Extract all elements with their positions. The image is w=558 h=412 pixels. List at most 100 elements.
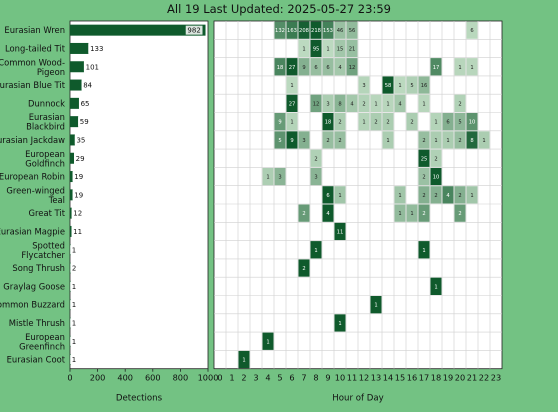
heat-cell-value-15-13: 1 bbox=[374, 303, 377, 309]
heat-cell-7-17 bbox=[418, 149, 430, 167]
bar-value-bg-7 bbox=[74, 153, 87, 163]
heat-cell-8-5 bbox=[274, 167, 286, 186]
heat-cell-0-8 bbox=[310, 21, 322, 39]
heat-cell-8-17 bbox=[418, 167, 430, 186]
hour-tick-label-9: 9 bbox=[325, 373, 330, 383]
bar-xtick-label-5: 1000 bbox=[198, 373, 219, 383]
heat-cell-18-2 bbox=[238, 350, 250, 369]
heat-cell-value-2-6: 27 bbox=[289, 65, 296, 71]
category-label-14: Graylag Goose bbox=[3, 281, 65, 291]
heat-cell-6-5 bbox=[274, 131, 286, 149]
heat-cell-value-4-14: 1 bbox=[386, 101, 389, 107]
bar-10 bbox=[70, 207, 72, 219]
heat-cell-0-5 bbox=[274, 21, 286, 39]
heat-cell-value-0-7: 208 bbox=[299, 28, 309, 34]
heat-cell-2-6 bbox=[286, 58, 298, 76]
category-label-1: Long-tailed Tit bbox=[5, 43, 66, 53]
heat-cell-value-4-15: 4 bbox=[398, 101, 402, 107]
heat-cell-7-18 bbox=[430, 149, 442, 167]
heat-cell-value-5-14: 2 bbox=[386, 120, 389, 126]
bar-value-3: 84 bbox=[83, 82, 92, 90]
heat-cell-9-21 bbox=[466, 186, 478, 204]
heat-cell-value-17-4: 1 bbox=[266, 339, 269, 345]
heat-cell-5-20 bbox=[454, 113, 466, 131]
heat-cell-value-6-5: 5 bbox=[278, 138, 281, 144]
heat-cell-9-15 bbox=[394, 186, 406, 204]
bar-xtick-label-2: 400 bbox=[117, 373, 133, 383]
heat-cell-0-21 bbox=[466, 21, 478, 39]
heat-cell-5-14 bbox=[382, 113, 394, 131]
heat-cell-0-7 bbox=[298, 21, 310, 39]
bar-value-bg-5 bbox=[78, 117, 91, 127]
heat-cell-value-2-11: 12 bbox=[349, 65, 356, 71]
heat-cell-value-2-8: 6 bbox=[314, 65, 317, 71]
heat-cell-1-11 bbox=[346, 39, 358, 58]
heat-cell-10-20 bbox=[454, 204, 466, 222]
bar-value-14: 1 bbox=[72, 283, 76, 291]
heat-cell-6-22 bbox=[478, 131, 490, 149]
heat-cell-value-2-21: 1 bbox=[470, 65, 473, 71]
hour-tick-label-7: 7 bbox=[301, 373, 306, 383]
heat-cell-value-3-6: 1 bbox=[290, 83, 293, 89]
heat-cell-value-8-8: 3 bbox=[314, 175, 317, 181]
heat-cell-value-9-21: 1 bbox=[470, 193, 473, 199]
heat-cell-1-7 bbox=[298, 39, 310, 58]
heat-cell-value-6-17: 2 bbox=[422, 138, 425, 144]
heat-cell-10-7 bbox=[298, 204, 310, 222]
hour-tick-label-22: 22 bbox=[479, 373, 489, 383]
heat-cell-value-6-19: 1 bbox=[446, 138, 449, 144]
hour-tick-label-5: 5 bbox=[277, 373, 282, 383]
category-label-11: Eurasian Magpie bbox=[0, 226, 65, 236]
bar-value-bg-14 bbox=[70, 281, 78, 291]
bar-value-bg-1 bbox=[88, 43, 106, 53]
bar-value-0: 982 bbox=[187, 27, 200, 35]
heat-cell-value-10-16: 1 bbox=[410, 211, 413, 217]
heat-cell-0-10 bbox=[334, 21, 346, 39]
hour-tick-label-17: 17 bbox=[419, 373, 429, 383]
heat-cell-4-17 bbox=[418, 94, 430, 112]
heat-cell-2-10 bbox=[334, 58, 346, 76]
heat-cell-9-19 bbox=[442, 186, 454, 204]
bar-value-1: 133 bbox=[90, 45, 103, 53]
bar-3 bbox=[70, 79, 82, 91]
heat-cell-value-0-10: 46 bbox=[337, 28, 344, 34]
heat-cell-value-2-7: 9 bbox=[302, 65, 305, 71]
heat-cell-1-10 bbox=[334, 39, 346, 58]
heat-cell-4-6 bbox=[286, 94, 298, 112]
heat-cell-value-6-10: 2 bbox=[338, 138, 341, 144]
bar-xtick-label-3: 600 bbox=[145, 373, 161, 383]
heat-cell-value-9-18: 2 bbox=[434, 193, 437, 199]
hour-tick-label-4: 4 bbox=[265, 373, 270, 383]
bar-0 bbox=[70, 24, 206, 36]
bar-value-9: 19 bbox=[74, 191, 83, 199]
heat-cell-9-17 bbox=[418, 186, 430, 204]
bar-6 bbox=[70, 134, 75, 146]
heat-cell-value-3-12: 3 bbox=[362, 83, 365, 89]
heat-cell-value-12-17: 1 bbox=[422, 248, 425, 254]
bar-value-bg-11 bbox=[71, 226, 84, 236]
hour-tick-label-14: 14 bbox=[383, 373, 393, 383]
bar-value-bg-6 bbox=[74, 135, 88, 145]
heat-cell-value-6-20: 2 bbox=[458, 138, 461, 144]
heat-cell-10-17 bbox=[418, 204, 430, 222]
heat-cell-value-6-9: 2 bbox=[326, 138, 329, 144]
heat-cell-8-8 bbox=[310, 167, 322, 186]
hour-tick-label-6: 6 bbox=[289, 373, 294, 383]
bar-8 bbox=[70, 171, 73, 183]
heat-cell-6-19 bbox=[442, 131, 454, 149]
hour-tick-label-12: 12 bbox=[359, 373, 369, 383]
bar-value-bg-16 bbox=[70, 318, 78, 328]
heat-cell-9-9 bbox=[322, 186, 334, 204]
bar-value-17: 1 bbox=[72, 338, 76, 346]
heat-cell-16-10 bbox=[334, 314, 346, 332]
hour-tick-label-20: 20 bbox=[455, 373, 465, 383]
heat-cell-value-11-10: 11 bbox=[337, 229, 344, 235]
heat-cell-value-3-14: 58 bbox=[385, 83, 392, 89]
category-label-15: Common Buzzard bbox=[0, 300, 65, 310]
heat-cell-7-8 bbox=[310, 149, 322, 167]
heat-cell-value-18-2: 1 bbox=[242, 358, 245, 364]
heat-cell-value-9-17: 2 bbox=[422, 193, 425, 199]
heat-cell-5-9 bbox=[322, 113, 334, 131]
hour-tick-label-13: 13 bbox=[371, 373, 381, 383]
category-label-18: Eurasian Coot bbox=[7, 355, 66, 365]
